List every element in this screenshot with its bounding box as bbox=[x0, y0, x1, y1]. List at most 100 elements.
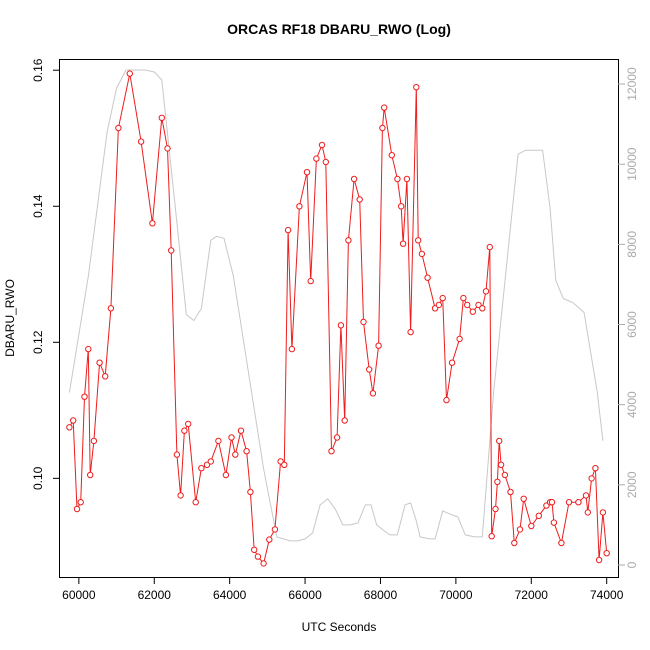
data-point bbox=[413, 84, 420, 91]
data-point bbox=[237, 427, 245, 434]
x-tick-label: 70000 bbox=[439, 588, 473, 602]
data-point bbox=[328, 448, 335, 455]
x-tick-label: 74000 bbox=[590, 588, 624, 602]
data-point bbox=[66, 424, 73, 431]
data-point bbox=[247, 488, 254, 496]
data-point bbox=[260, 560, 267, 567]
data-point bbox=[266, 536, 273, 543]
data-point bbox=[333, 434, 341, 441]
y2-tick-label: 4000 bbox=[625, 391, 639, 418]
data-point bbox=[375, 342, 382, 349]
data-point bbox=[488, 533, 495, 540]
data-point bbox=[313, 155, 320, 162]
data-point bbox=[360, 318, 367, 326]
data-point bbox=[307, 277, 314, 285]
data-point bbox=[535, 512, 542, 519]
data-point bbox=[288, 345, 296, 353]
data-point bbox=[394, 175, 401, 183]
data-point bbox=[588, 475, 595, 482]
y-tick-label: 0.16 bbox=[31, 58, 45, 82]
data-point bbox=[448, 359, 456, 366]
data-point bbox=[281, 461, 288, 468]
data-point bbox=[369, 390, 377, 397]
x-tick-label: 62000 bbox=[138, 588, 172, 602]
data-point bbox=[507, 488, 514, 496]
data-point bbox=[107, 305, 115, 312]
data-point bbox=[185, 420, 192, 428]
x-axis: 60000 62000 64000 66000 68000 70000 72000 74000 bbox=[62, 577, 624, 602]
data-point bbox=[296, 203, 303, 210]
data-point bbox=[528, 522, 535, 530]
y2-tick-label: 0 bbox=[625, 561, 639, 568]
data-point bbox=[565, 499, 573, 506]
data-point bbox=[137, 138, 145, 145]
plot-frame bbox=[59, 59, 619, 578]
data-point bbox=[486, 243, 493, 251]
data-point bbox=[228, 434, 235, 441]
x-tick-label: 64000 bbox=[213, 588, 247, 602]
data-point bbox=[192, 499, 199, 506]
secondary-series-line bbox=[68, 69, 604, 542]
data-point bbox=[603, 550, 610, 557]
data-point bbox=[251, 546, 258, 553]
data-point bbox=[403, 175, 411, 183]
y2-tick-label: 2000 bbox=[625, 471, 639, 498]
primary-series-layer bbox=[66, 70, 610, 567]
data-point bbox=[173, 451, 181, 458]
data-point bbox=[520, 495, 527, 502]
x-tick-label: 60000 bbox=[62, 588, 96, 602]
secondary-series-layer bbox=[68, 69, 604, 542]
x-tick-label: 68000 bbox=[364, 588, 398, 602]
data-point bbox=[595, 556, 603, 564]
chart-title: ORCAS RF18 DBARU_RWO (Log) bbox=[227, 21, 451, 37]
x-axis-label: UTC Seconds bbox=[302, 620, 377, 634]
data-point bbox=[379, 124, 386, 132]
data-point bbox=[73, 505, 81, 513]
data-point bbox=[350, 175, 358, 183]
data-point bbox=[558, 539, 565, 547]
data-point bbox=[81, 393, 88, 400]
data-point bbox=[388, 152, 395, 159]
data-point bbox=[469, 308, 476, 315]
y-axis-left: 0.10 0.12 0.14 0.16 bbox=[31, 58, 60, 490]
data-point bbox=[407, 328, 414, 336]
data-point bbox=[158, 114, 166, 122]
data-point bbox=[456, 335, 463, 343]
data-point bbox=[599, 509, 607, 516]
data-point bbox=[177, 492, 184, 499]
data-point bbox=[418, 250, 426, 258]
data-point bbox=[168, 247, 175, 254]
data-point bbox=[435, 301, 443, 309]
data-point bbox=[496, 437, 503, 445]
data-point bbox=[243, 448, 250, 455]
data-point bbox=[222, 471, 230, 479]
y-tick-label: 0.12 bbox=[31, 330, 45, 354]
data-point bbox=[232, 451, 239, 458]
data-point bbox=[443, 396, 450, 404]
data-point bbox=[96, 359, 103, 366]
y2-tick-label: 8000 bbox=[625, 231, 639, 258]
data-point bbox=[460, 294, 467, 302]
data-point bbox=[341, 417, 348, 424]
y-tick-label: 0.14 bbox=[31, 194, 45, 218]
data-point bbox=[479, 305, 486, 312]
y2-tick-label: 6000 bbox=[625, 311, 639, 338]
x-tick-label: 72000 bbox=[515, 588, 549, 602]
data-point bbox=[207, 458, 215, 465]
data-point bbox=[511, 539, 518, 547]
data-point bbox=[337, 322, 345, 329]
data-point bbox=[303, 169, 311, 176]
data-point bbox=[398, 203, 405, 210]
data-point bbox=[439, 294, 446, 302]
x-tick-label: 66000 bbox=[288, 588, 322, 602]
data-point bbox=[497, 461, 505, 468]
data-point bbox=[77, 499, 84, 506]
data-point bbox=[215, 437, 222, 445]
data-point bbox=[592, 465, 599, 472]
data-point bbox=[149, 220, 156, 227]
data-point bbox=[482, 288, 490, 295]
y-axis-label: DBARU_RWO bbox=[3, 279, 17, 357]
data-point bbox=[550, 519, 558, 526]
data-point bbox=[366, 366, 373, 373]
